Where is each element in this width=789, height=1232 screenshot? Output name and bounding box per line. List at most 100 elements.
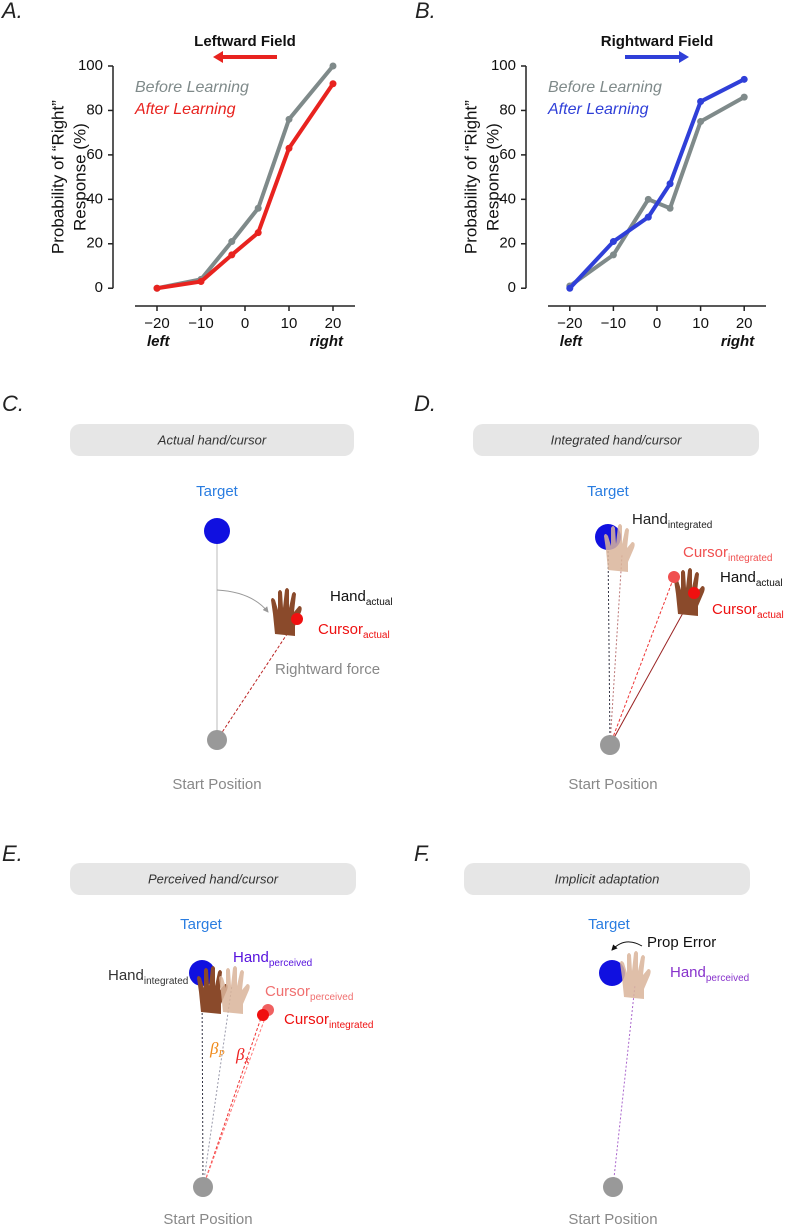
start-label: Start Position (568, 776, 657, 793)
box-title: Integrated hand/cursor (551, 432, 682, 447)
y-tick-label: 40 (86, 190, 103, 207)
data-point (666, 204, 674, 212)
target (204, 518, 230, 544)
box-title: Actual hand/cursor (157, 432, 267, 447)
x-tick-label: 10 (692, 315, 709, 332)
start-label: Start Position (568, 1211, 657, 1227)
start (600, 735, 620, 755)
legend-entry: After Learning (134, 101, 236, 118)
x-end-label: left (147, 333, 171, 350)
data-point (153, 284, 161, 292)
start (207, 730, 227, 750)
y-tick-label: 100 (491, 57, 516, 74)
path (202, 1014, 263, 1188)
y-tick-label: 80 (86, 101, 103, 118)
data-point (644, 213, 652, 221)
y-tick-label: 100 (78, 57, 103, 74)
data-point (609, 238, 617, 246)
force-arc (216, 589, 269, 613)
cursor-integrated-label: Cursorintegrated (284, 1011, 374, 1031)
data-point (285, 144, 293, 152)
hand-icon (620, 951, 651, 999)
x-end-label: right (721, 333, 755, 350)
data-point (740, 93, 748, 101)
path (202, 1009, 269, 1188)
target-label: Target (180, 916, 223, 933)
legend-entry: After Learning (547, 101, 649, 118)
data-point (329, 62, 337, 70)
cursor (688, 587, 700, 599)
x-tick-label: 20 (325, 315, 342, 332)
panel-label: F. (414, 841, 431, 866)
data-point (644, 195, 652, 203)
cursor-integrated-label: Cursorintegrated (683, 544, 773, 564)
panel-f: F. Implicit adaptation Target Prop Error… (414, 841, 750, 1228)
box-title: Perceived hand/cursor (148, 871, 279, 886)
y-tick-label: 60 (86, 146, 103, 163)
start (193, 1177, 213, 1197)
cursor (257, 1009, 269, 1021)
x-end-label: left (560, 333, 584, 350)
prop-error-label: Prop Error (647, 934, 716, 951)
path (612, 984, 636, 1188)
panel-label: D. (414, 391, 436, 416)
data-point (228, 251, 236, 259)
data-point (566, 284, 574, 292)
target-label: Target (588, 916, 631, 933)
box-title: Implicit adaptation (555, 871, 660, 886)
hand-path (216, 618, 298, 741)
error-arrow (611, 941, 643, 951)
x-tick-label: 20 (736, 315, 753, 332)
panel-e: E. Perceived hand/cursor Target Handperc… (2, 841, 374, 1228)
cursor (291, 613, 303, 625)
title-box (70, 863, 356, 895)
y-axis-label: Probability of “Right” (461, 100, 480, 254)
hand-perceived-label: Handperceived (670, 964, 749, 984)
data-point (697, 118, 705, 126)
chart: A.Leftward Field020406080100Probability … (0, 0, 355, 350)
y-tick-label: 60 (499, 146, 516, 163)
title-box (473, 424, 759, 456)
title-box (70, 424, 354, 456)
title-box (464, 863, 750, 895)
hand-icon (219, 966, 250, 1014)
data-point (666, 180, 674, 188)
cursor-perceived-label: Cursorperceived (265, 983, 353, 1003)
chart-title: Rightward Field (601, 33, 714, 50)
hand-integrated-label: Handintegrated (108, 967, 188, 987)
x-end-label: right (310, 333, 344, 350)
cursor (668, 571, 680, 583)
y-tick-label: 0 (95, 279, 103, 296)
legend-entry: Before Learning (548, 79, 662, 96)
data-point (254, 229, 262, 237)
y-tick-label: 80 (499, 101, 516, 118)
hand-integrated-label: Handintegrated (632, 511, 712, 531)
data-point (254, 204, 262, 212)
y-axis-label: Response (%) (483, 123, 502, 231)
data-point (285, 115, 293, 123)
series-line (156, 82, 335, 291)
x-tick-label: 0 (653, 315, 661, 332)
data-point (609, 251, 617, 259)
legend-entry: Before Learning (135, 79, 249, 96)
path (201, 979, 204, 1188)
y-axis-label: Response (%) (70, 123, 89, 231)
y-axis-label: Probability of “Right” (48, 100, 67, 254)
force-label: Rightward force (275, 661, 380, 678)
path (609, 576, 675, 746)
hand-actual-label: Handactual (720, 569, 783, 589)
beta-x: βx (235, 1045, 249, 1066)
hand-actual-label: Handactual (330, 588, 393, 608)
x-tick-label: 0 (241, 315, 249, 332)
field-arrow-head (213, 51, 223, 63)
cursor-actual-label: Cursoractual (712, 601, 784, 621)
panel-label: C. (2, 391, 24, 416)
data-point (197, 278, 205, 286)
chart: B.Rightward Field020406080100Probability… (415, 0, 766, 350)
x-tick-label: 10 (281, 315, 298, 332)
series-line (568, 77, 746, 290)
x-tick-label: −10 (601, 315, 626, 332)
x-tick-label: −20 (557, 315, 582, 332)
hand-perceived-label: Handperceived (233, 949, 312, 969)
cursor-actual-label: Cursoractual (318, 621, 390, 641)
